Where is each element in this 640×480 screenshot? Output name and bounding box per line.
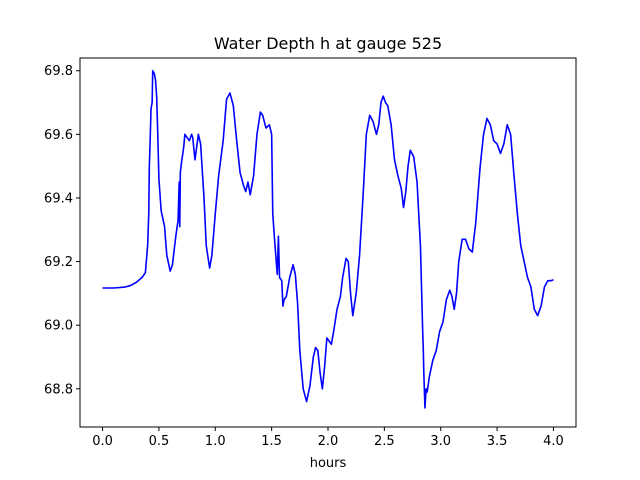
series-layer xyxy=(102,69,554,409)
x-tick-label: 2.0 xyxy=(318,434,339,449)
x-tick-label: 1.0 xyxy=(205,434,226,449)
x-axis-label: hours xyxy=(310,456,347,471)
x-tick-label: 0.0 xyxy=(92,434,113,449)
x-tick-label: 2.5 xyxy=(374,434,395,449)
y-tick-label: 69.4 xyxy=(44,191,73,206)
x-tick-label: 3.5 xyxy=(487,434,508,449)
plot-frame xyxy=(79,57,577,428)
ticks-layer: 0.0 0.5 1.0 1.5 2.0 2.5 3.0 3.5 4.0 68.8 69.0 69.2 6… xyxy=(44,64,564,449)
series-line-0 xyxy=(102,69,554,409)
y-tick-label: 69.8 xyxy=(44,64,73,79)
y-tick-label: 68.8 xyxy=(44,382,73,397)
x-tick-label: 4.0 xyxy=(543,434,564,449)
chart-title: Water Depth h at gauge 525 xyxy=(214,34,442,53)
y-tick-label: 69.2 xyxy=(44,255,73,270)
x-tick-label: 3.0 xyxy=(430,434,451,449)
y-tick-label: 69.0 xyxy=(44,319,73,334)
x-tick-label: 1.5 xyxy=(261,434,282,449)
x-tick-label: 0.5 xyxy=(149,434,170,449)
y-tick-label: 69.6 xyxy=(44,128,73,143)
